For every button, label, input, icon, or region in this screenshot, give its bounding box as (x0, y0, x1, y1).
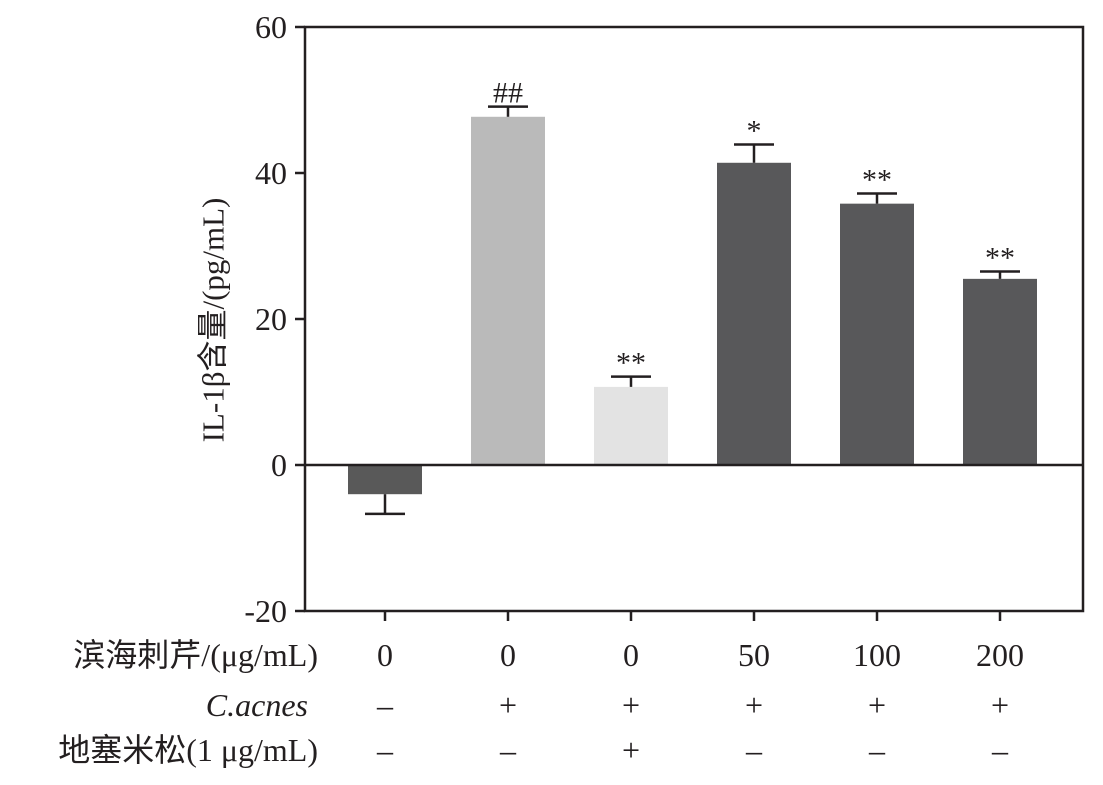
significance-label: ** (616, 347, 646, 380)
condition-cell: 0 (500, 637, 516, 673)
y-tick-label: 20 (255, 301, 287, 337)
bar (963, 278, 1037, 465)
condition-row-label: 地塞米松(1 μg/mL) (58, 732, 318, 768)
condition-cell: – (376, 687, 394, 723)
condition-cell: 100 (853, 637, 901, 673)
condition-row-label: C.acnes (206, 687, 308, 723)
condition-row-label: 滨海刺芹/(μg/mL) (73, 637, 318, 673)
condition-cell: 50 (738, 637, 770, 673)
y-tick-label: 60 (255, 9, 287, 45)
condition-cell: – (991, 732, 1009, 768)
condition-cell: 0 (623, 637, 639, 673)
condition-cell: + (622, 687, 640, 723)
y-axis-label: IL-1β含量/(pg/mL) (196, 198, 231, 443)
significance-label: ** (985, 242, 1015, 275)
condition-cell: + (499, 687, 517, 723)
bar (717, 162, 791, 465)
bar (594, 386, 668, 465)
y-tick-label: -20 (244, 593, 287, 629)
bar (840, 203, 914, 465)
condition-cell: – (868, 732, 886, 768)
bar (471, 116, 545, 465)
y-tick-label: 40 (255, 155, 287, 191)
y-tick-label: 0 (271, 447, 287, 483)
condition-cell: + (868, 687, 886, 723)
significance-label: ** (862, 163, 892, 196)
condition-cell: 0 (377, 637, 393, 673)
condition-cell: 200 (976, 637, 1024, 673)
bar (348, 465, 422, 495)
condition-cell: – (376, 732, 394, 768)
condition-cell: – (745, 732, 763, 768)
significance-label: * (747, 115, 762, 148)
significance-label: ## (493, 77, 523, 110)
condition-cell: + (745, 687, 763, 723)
condition-cell: – (499, 732, 517, 768)
condition-cell: + (991, 687, 1009, 723)
condition-cell: + (622, 732, 640, 768)
